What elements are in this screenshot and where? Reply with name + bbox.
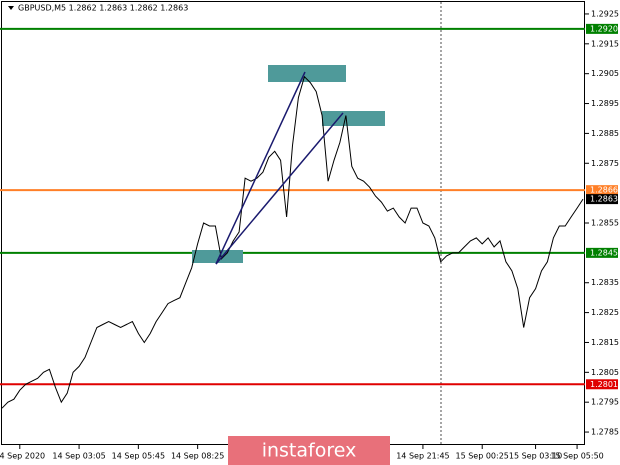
level-label: 1.2866: [590, 186, 618, 195]
level-label: 1.2845: [590, 248, 618, 257]
level-label: 1.2920: [590, 24, 618, 33]
level-label: 1.2801: [590, 380, 618, 389]
watermark: instaforex: [262, 440, 357, 462]
y-tick-label: 1.2915: [591, 39, 619, 48]
trend-line: [215, 112, 344, 265]
watermark-box: [228, 436, 390, 465]
y-tick-label: 1.2855: [591, 219, 619, 228]
level-label-box: [586, 23, 618, 34]
level-label-box: [586, 247, 618, 258]
chart-title: GBPUSD,M5 1.2862 1.2863 1.2862 1.2863: [18, 4, 188, 13]
level-label: 1.2863: [590, 195, 618, 204]
y-tick-label: 1.2795: [591, 398, 619, 407]
zone-box: [268, 65, 346, 82]
y-tick-label: 1.2785: [591, 428, 619, 437]
x-tick-label: 15 Sep 03:10: [509, 452, 562, 461]
y-tick-label: 1.2875: [591, 159, 619, 168]
level-label-box: [586, 194, 618, 205]
y-tick-label: 1.2885: [591, 129, 619, 138]
y-tick-label: 1.2815: [591, 338, 619, 347]
zone-box: [322, 111, 385, 126]
x-tick-label: 14 Sep 05:45: [112, 452, 165, 461]
y-tick-label: 1.2835: [591, 278, 619, 287]
x-tick-label: 15 Sep 05:50: [550, 452, 603, 461]
zone-box: [192, 250, 243, 263]
y-tick-label: 1.2905: [591, 69, 619, 78]
level-label-box: [586, 185, 618, 196]
x-tick-label: 15 Sep 00:25: [456, 452, 509, 461]
menu-arrow: [8, 6, 14, 10]
trend-line: [215, 71, 306, 265]
level-label-box: [586, 379, 618, 390]
x-tick-label: 14 Sep 2020: [0, 452, 45, 461]
y-tick-label: 1.2895: [591, 99, 619, 108]
y-tick-label: 1.2925: [591, 9, 619, 18]
x-tick-label: 14 Sep 03:05: [52, 452, 105, 461]
price-line: [1, 75, 584, 409]
y-tick-label: 1.2825: [591, 308, 619, 317]
x-tick-label: 14 Sep 08:25: [171, 452, 224, 461]
x-tick-label: 14 Sep 21:45: [396, 452, 449, 461]
y-tick-label: 1.2805: [591, 368, 619, 377]
